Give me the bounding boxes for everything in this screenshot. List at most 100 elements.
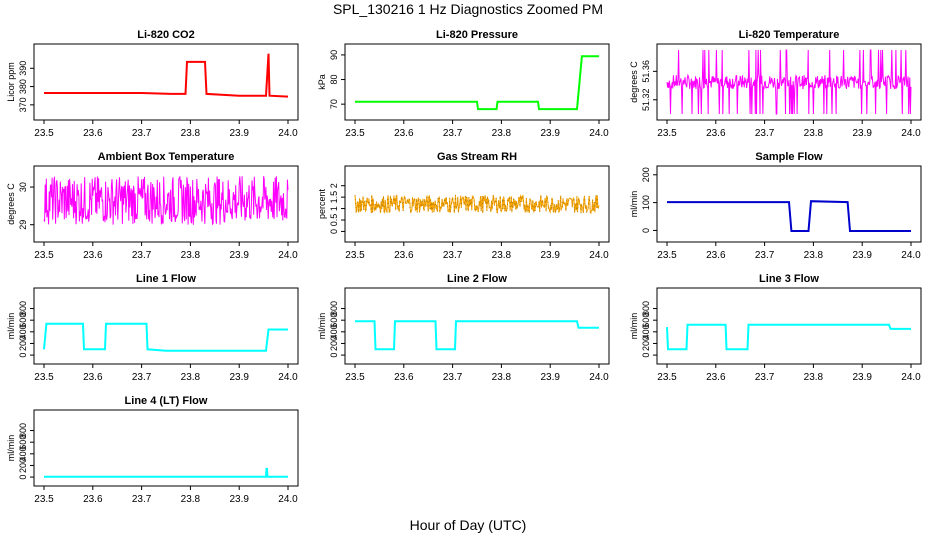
y-tick-label: 80	[329, 75, 339, 85]
plot-frame	[33, 409, 299, 487]
x-tick-label: 23.6	[706, 372, 726, 383]
x-tick-label: 23.5	[657, 372, 677, 383]
y-axis-label: percent	[317, 188, 327, 219]
y-tick-label: 200	[641, 167, 651, 182]
x-tick-label: 23.8	[181, 250, 201, 261]
x-tick-label: 23.8	[181, 128, 201, 139]
x-tick-label: 23.9	[852, 372, 872, 383]
x-tick-label: 23.5	[657, 250, 677, 261]
x-tick-label: 23.6	[706, 128, 726, 139]
y-tick-label: 800	[641, 301, 651, 316]
x-tick-label: 24.0	[589, 250, 609, 261]
y-axis-label: ml/min	[317, 313, 327, 340]
x-tick-label: 23.9	[852, 128, 872, 139]
x-tick-label: 24.0	[278, 494, 298, 505]
y-tick-label: 2	[329, 183, 339, 188]
plot-frame	[344, 43, 610, 121]
y-tick-label: 400	[18, 324, 28, 339]
x-tick-label: 23.6	[394, 128, 414, 139]
y-axis-label: Licor ppm	[6, 62, 16, 102]
series-line	[355, 320, 599, 351]
y-tick-label: 30	[18, 182, 28, 192]
panel-2: Li-820 Pressure 23.5 23.6 23.7 23.8 23.9 24.0 7…	[317, 29, 610, 139]
x-tick-label: 23.7	[755, 372, 775, 383]
x-tick-label: 23.6	[83, 250, 103, 261]
y-tick-label: 51.36	[641, 60, 651, 83]
x-tick-label: 24.0	[589, 372, 609, 383]
series-line	[44, 467, 288, 478]
x-tick-label: 24.0	[901, 128, 921, 139]
x-tick-label: 23.7	[755, 250, 775, 261]
plot-frame	[656, 43, 922, 121]
x-tick-label: 23.7	[132, 494, 152, 505]
series-line	[44, 53, 289, 98]
x-tick-label: 23.7	[132, 128, 152, 139]
plot-frame	[33, 287, 299, 365]
y-tick-label: 400	[329, 324, 339, 339]
panel-title: Line 3 Flow	[759, 273, 819, 285]
panel-9: Line 3 Flow 23.5 23.6 23.7 23.8 23.9 24.0 0 2004…	[629, 273, 922, 383]
x-tick-label: 23.8	[181, 372, 201, 383]
y-tick-label: 600	[18, 435, 28, 450]
y-tick-label: 400	[18, 446, 28, 461]
x-tick-label: 23.9	[852, 250, 872, 261]
plot-frame	[344, 287, 610, 365]
panel-title: Sample Flow	[755, 151, 823, 163]
plot-frame	[656, 165, 922, 243]
panel-title: Ambient Box Temperature	[98, 151, 235, 163]
y-tick-label: 390	[18, 61, 28, 76]
x-tick-label: 24.0	[901, 250, 921, 261]
y-tick-label: 51.32	[641, 89, 651, 112]
series-line	[354, 194, 600, 215]
series-line	[667, 200, 911, 232]
x-tick-label: 23.6	[83, 494, 103, 505]
plot-frame	[656, 287, 922, 365]
x-tick-label: 23.8	[804, 372, 824, 383]
x-tick-label: 23.9	[540, 128, 560, 139]
x-tick-label: 23.6	[706, 250, 726, 261]
x-tick-label: 23.6	[394, 250, 414, 261]
plot-frame	[33, 165, 299, 243]
panel-title: Line 1 Flow	[136, 273, 196, 285]
x-axis-title: Hour of Day (UTC)	[409, 517, 527, 533]
panel-title: Li-820 CO2	[137, 29, 194, 41]
x-tick-label: 23.6	[83, 128, 103, 139]
x-tick-label: 23.8	[804, 250, 824, 261]
x-tick-label: 23.5	[34, 128, 54, 139]
x-tick-label: 24.0	[278, 128, 298, 139]
series-line	[666, 323, 911, 351]
panel-8: Line 2 Flow 23.5 23.6 23.7 23.8 23.9 24.0 0 2004…	[317, 273, 610, 383]
y-axis-label: ml/min	[629, 313, 639, 340]
y-axis-label: ml/min	[6, 313, 16, 340]
x-tick-label: 23.9	[540, 250, 560, 261]
y-tick-label: 600	[18, 313, 28, 328]
x-tick-label: 23.8	[492, 250, 512, 261]
y-tick-label: 0	[329, 229, 339, 234]
y-tick-label: 800	[18, 423, 28, 438]
y-tick-label: 0	[329, 353, 339, 358]
y-tick-label: 200	[329, 336, 339, 351]
panel-title: Line 4 (LT) Flow	[125, 395, 208, 407]
y-tick-label: 0.5	[329, 214, 339, 227]
figure-title: SPL_130216 1 Hz Diagnostics Zoomed PM	[332, 1, 604, 17]
panel-7: Line 1 Flow 23.5 23.6 23.7 23.8 23.9 24.0 0 2004…	[6, 273, 299, 383]
x-tick-label: 23.9	[229, 372, 249, 383]
y-tick-label: 0	[641, 228, 651, 233]
y-tick-label: 600	[329, 313, 339, 328]
plot-frame	[33, 43, 299, 121]
x-tick-label: 23.7	[443, 128, 463, 139]
x-tick-label: 23.5	[34, 250, 54, 261]
x-tick-label: 23.7	[443, 250, 463, 261]
y-tick-label: 200	[18, 458, 28, 473]
x-tick-label: 23.7	[755, 128, 775, 139]
x-tick-label: 23.7	[132, 250, 152, 261]
panel-title: Li-820 Pressure	[436, 29, 518, 41]
panel-6: Sample Flow 23.5 23.6 23.7 23.8 23.9 24.0 0 100 2…	[629, 151, 922, 261]
x-tick-label: 23.8	[181, 494, 201, 505]
panel-title: Li-820 Temperature	[739, 29, 840, 41]
x-tick-label: 23.7	[132, 372, 152, 383]
y-axis-label: ml/min	[6, 435, 16, 462]
x-tick-label: 23.5	[34, 372, 54, 383]
y-tick-label: 100	[641, 195, 651, 210]
y-tick-label: 90	[329, 50, 339, 60]
